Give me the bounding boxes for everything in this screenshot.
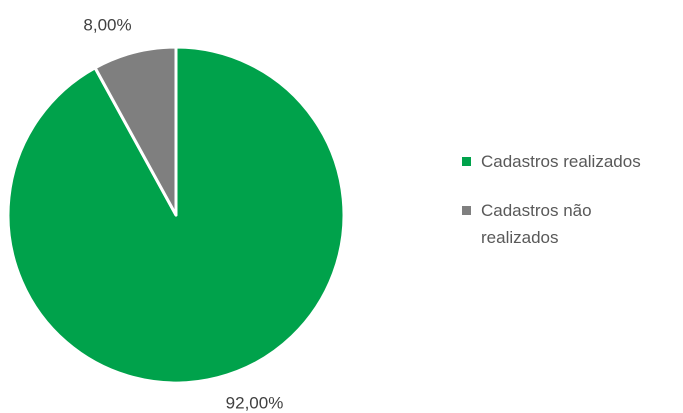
legend-swatch (462, 157, 471, 166)
data-label: 92,00% (226, 393, 284, 412)
legend-item: Cadastros realizados (462, 148, 662, 175)
legend-item: Cadastros não realizados (462, 197, 662, 251)
legend: Cadastros realizados Cadastros não realiz… (462, 148, 662, 273)
pie-slice (93, 45, 178, 217)
legend-label: Cadastros não realizados (481, 201, 592, 247)
legend-swatch (462, 206, 471, 215)
data-label: 8,00% (83, 16, 131, 35)
legend-label: Cadastros realizados (481, 152, 641, 171)
